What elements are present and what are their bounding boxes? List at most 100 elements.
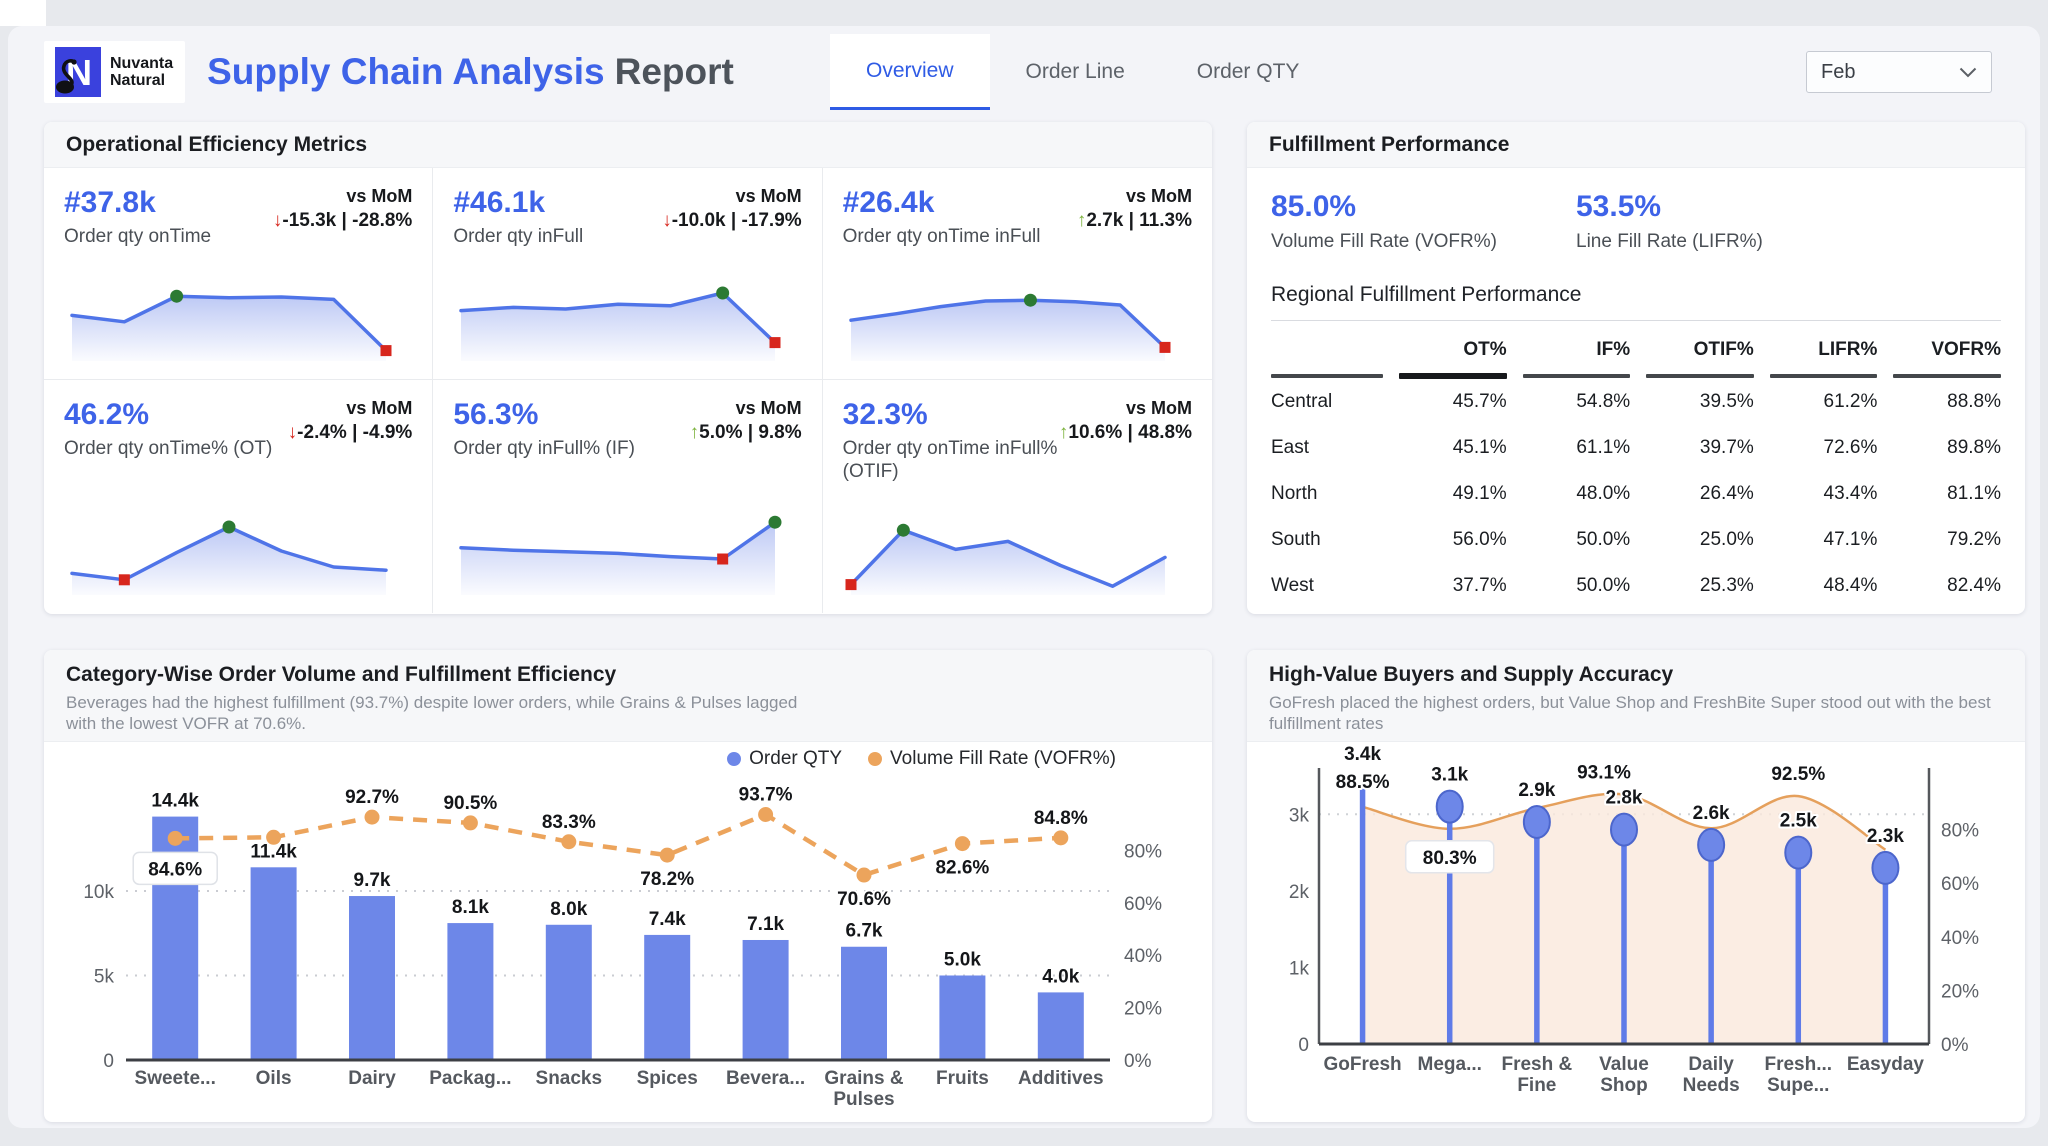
- nav-tabs: Overview Order Line Order QTY: [830, 34, 1335, 110]
- y-left-tick: 5k: [94, 966, 115, 987]
- kpi-card-order-qty-ontime-ot: 46.2% Order qty onTime% (OT) vs MoM ↓-2.4% …: [44, 379, 434, 613]
- line-point-oils[interactable]: [266, 829, 282, 845]
- kpi-value: #26.4k: [842, 186, 935, 219]
- table-row-north[interactable]: North 49.1% 48.0% 26.4% 43.4% 81.1%: [1271, 471, 2001, 517]
- y-left-tick: 2k: [1289, 882, 1310, 903]
- trend-up-arrow-icon: ↑: [1076, 210, 1087, 231]
- legend-item-volume-fill-rate-vofr[interactable]: Volume Fill Rate (VOFR%): [868, 748, 1116, 770]
- callout-box: [132, 851, 218, 886]
- vs-mom-label: vs MoM: [346, 397, 413, 418]
- x-axis-label: Bevera...: [726, 1068, 805, 1089]
- bar-snacks[interactable]: [545, 924, 592, 1060]
- x-axis-label: Fine: [1517, 1075, 1556, 1096]
- vs-mom-label: vs MoM: [1125, 186, 1192, 206]
- line-point-sweete[interactable]: [167, 830, 183, 846]
- trend-down-arrow-icon: ↓: [272, 210, 283, 231]
- col-region[interactable]: [1271, 323, 1383, 361]
- y-right-tick: 0%: [1124, 1051, 1152, 1072]
- x-axis-label: Needs: [1683, 1075, 1740, 1096]
- x-axis-label: Value: [1599, 1054, 1649, 1075]
- line-point-additives[interactable]: [1053, 830, 1069, 846]
- table-row-south[interactable]: South 56.0% 50.0% 25.0% 47.1% 79.2%: [1271, 517, 2001, 563]
- cell-value: 37.7%: [1452, 575, 1507, 596]
- lollipop-head-value-shop[interactable]: [1610, 812, 1638, 847]
- line-value-label: 84.8%: [1034, 808, 1088, 829]
- bar-fruits[interactable]: [939, 975, 986, 1060]
- table-row-west[interactable]: West 37.7% 50.0% 25.3% 48.4% 82.4%: [1271, 563, 2001, 609]
- bar-bevera[interactable]: [742, 939, 789, 1060]
- line-value-label: 92.7%: [345, 787, 399, 808]
- kpi-delta: ↓-10.0k | -17.9%: [662, 210, 802, 231]
- kpi-value: #46.1k: [453, 186, 546, 219]
- panel-title: Operational Efficiency Metrics: [44, 122, 1212, 168]
- cell-value: 50.0%: [1576, 575, 1631, 596]
- bar-packag[interactable]: [447, 923, 494, 1060]
- y-right-tick: 40%: [1941, 928, 1979, 949]
- table-row-east[interactable]: East 45.1% 61.1% 39.7% 72.6% 89.8%: [1271, 425, 2001, 471]
- x-axis-label: Sweete...: [135, 1068, 216, 1089]
- line-value-label: 84.6%: [148, 859, 202, 880]
- header-underline-row: [1271, 361, 2001, 379]
- regional-fulfillment-table: OT% IF% OTIF% LIFR% VOFR% Central 45.7% 54.8% 39…: [1271, 323, 2001, 614]
- lollipop-head-fresh-supe[interactable]: [1784, 835, 1813, 870]
- lollipop-head-mega[interactable]: [1435, 789, 1464, 824]
- line-point-snacks[interactable]: [561, 834, 577, 850]
- line-point-packag[interactable]: [462, 815, 478, 831]
- cell-value: 25.3%: [1699, 575, 1754, 596]
- divider: [1271, 320, 2001, 321]
- col-vofr[interactable]: VOFR%: [1931, 339, 2001, 360]
- kpi-card-order-qty-ontime-infull: #26.4k Order qty onTime inFull vs MoM ↑2.7k…: [822, 168, 1212, 380]
- lollipop-head-daily-needs[interactable]: [1697, 827, 1726, 862]
- tab-overview[interactable]: Overview: [830, 34, 990, 110]
- kpi-card-order-qty-ontime: #37.8k Order qty onTime vs MoM ↓-15.3k | -2…: [44, 168, 434, 380]
- col-otif[interactable]: OTIF%: [1693, 339, 1754, 360]
- line-point-bevera[interactable]: [758, 807, 774, 823]
- kpi-grid: #37.8k Order qty onTime vs MoM ↓-15.3k | -2…: [44, 168, 1212, 613]
- col-ot[interactable]: OT%: [1463, 339, 1507, 360]
- cell-value: 82.4%: [1947, 575, 2001, 596]
- bar-oils[interactable]: [250, 867, 297, 1060]
- bar-dairy[interactable]: [349, 896, 395, 1060]
- col-lifr[interactable]: LIFR%: [1818, 339, 1878, 360]
- lifr-value: 53.5%: [1576, 190, 1662, 223]
- legend-item-order-qty[interactable]: Order QTY: [727, 748, 842, 770]
- lollipop-head-easyday[interactable]: [1871, 850, 1900, 885]
- x-axis-label: Mega...: [1418, 1054, 1482, 1075]
- y-left-tick: 10k: [83, 882, 114, 903]
- tab-order-qty[interactable]: Order QTY: [1196, 60, 1300, 83]
- chart-title: High-Value Buyers and Supply Accuracy: [1269, 663, 1674, 686]
- tab-order-line[interactable]: Order Line: [1025, 60, 1125, 83]
- kpi-card-order-qty-infull: #46.1k Order qty inFull vs MoM ↓-10.0k | -1…: [433, 168, 823, 380]
- fulfillment-performance-panel: Fulfillment Performance 85.0% Volume Fil…: [1247, 122, 2025, 614]
- trend-up-arrow-icon: ↑: [1058, 421, 1069, 443]
- x-axis-label: Packag...: [429, 1068, 511, 1089]
- col-if[interactable]: IF%: [1596, 339, 1631, 360]
- fill-rate-label: 80.3%: [1423, 848, 1477, 869]
- fill-rate-label: 93.1%: [1577, 762, 1631, 783]
- y-right-tick: 80%: [1124, 841, 1162, 862]
- bar-value-label: 9.7k: [354, 870, 391, 891]
- chart-subtitle: GoFresh placed the highest orders, but V…: [1269, 693, 1991, 733]
- month-filter[interactable]: Feb: [1806, 51, 1992, 93]
- bar-spices[interactable]: [644, 934, 691, 1060]
- bar-grains-pulses[interactable]: [841, 946, 887, 1060]
- cell-value: 50.0%: [1576, 529, 1631, 550]
- spark-high-marker: [768, 515, 782, 529]
- y-right-tick: 0%: [1941, 1035, 1969, 1056]
- line-point-dairy[interactable]: [364, 809, 380, 825]
- bar-additives[interactable]: [1037, 992, 1084, 1060]
- table-row-central[interactable]: Central 45.7% 54.8% 39.5% 61.2% 88.8%: [1271, 379, 2001, 425]
- line-point-spices[interactable]: [659, 847, 675, 863]
- lollipop-value-label: 2.3k: [1867, 826, 1904, 847]
- line-point-fruits[interactable]: [954, 836, 970, 852]
- cell-value: 39.7%: [1699, 437, 1754, 458]
- y-right-tick: 60%: [1941, 874, 1979, 895]
- bar-value-label: 11.4k: [250, 841, 297, 862]
- line-value-label: 93.7%: [739, 785, 793, 806]
- lollipop-head-fresh-fine[interactable]: [1522, 804, 1551, 839]
- y-right-tick: 60%: [1124, 894, 1162, 915]
- kpi-value: 56.3%: [453, 397, 539, 431]
- kpi-delta: ↑5.0% | 9.8%: [689, 421, 802, 443]
- line-point-grains-pulses[interactable]: [856, 867, 872, 883]
- cell-value: 47.1%: [1823, 529, 1878, 550]
